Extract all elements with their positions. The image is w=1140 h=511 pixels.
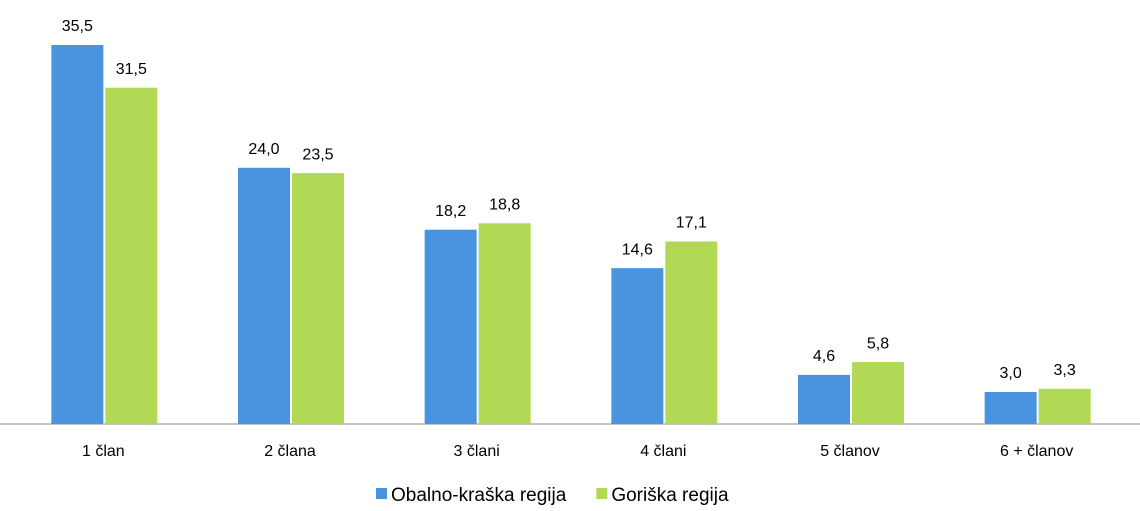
bar: [852, 362, 904, 424]
value-label: 5,8: [867, 335, 889, 352]
bar: [984, 391, 1037, 424]
bar: [798, 374, 850, 424]
legend-label: Goriška regija: [611, 485, 729, 506]
x-tick-label: 1 član: [82, 443, 125, 460]
legend-swatch: [596, 488, 608, 499]
value-label: 18,2: [435, 203, 466, 220]
value-label: 3,0: [1000, 365, 1022, 382]
x-tick-label: 3 člani: [454, 443, 500, 460]
value-label: 35,5: [62, 18, 93, 35]
value-label: 18,8: [489, 197, 520, 214]
x-tick-label: 6 + članov: [1000, 443, 1073, 460]
x-tick-label: 4 člani: [640, 443, 686, 460]
legend-swatch: [376, 488, 387, 499]
value-label: 3,3: [1054, 362, 1076, 379]
value-label: 4,6: [813, 348, 835, 365]
bar: [292, 173, 344, 424]
value-label: 24,0: [248, 141, 279, 158]
value-label: 14,6: [622, 241, 653, 258]
bar: [105, 87, 158, 424]
x-tick-label: 2 člana: [264, 443, 316, 460]
bar: [51, 45, 104, 424]
legend-label: Obalno-kraška regija: [391, 485, 567, 506]
bar: [424, 229, 477, 424]
bar: [1038, 388, 1091, 424]
bar: [238, 167, 290, 424]
bar: [611, 268, 664, 424]
bar: [665, 241, 718, 424]
x-tick-label: 5 članov: [820, 443, 880, 460]
value-label: 17,1: [676, 215, 707, 232]
value-label: 23,5: [302, 146, 333, 163]
value-label: 31,5: [116, 61, 147, 78]
bar: [478, 223, 531, 424]
